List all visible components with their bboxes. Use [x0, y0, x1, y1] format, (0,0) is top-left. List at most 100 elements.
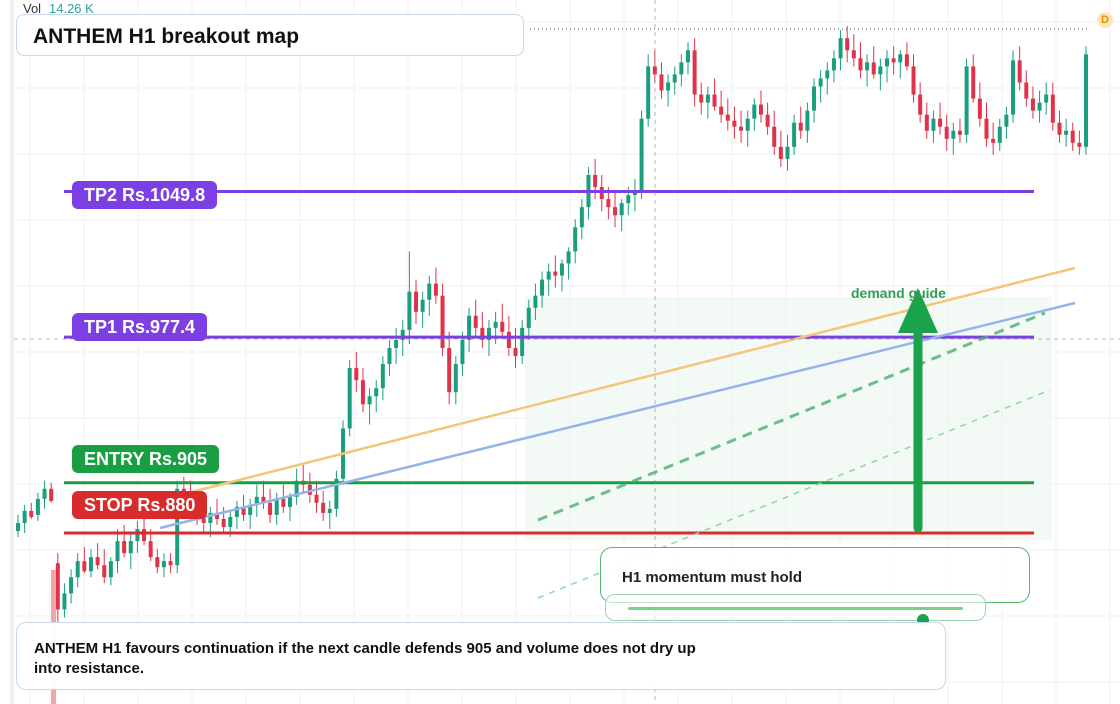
- candle-body: [115, 541, 120, 562]
- candle-body: [294, 480, 299, 497]
- candle-body: [467, 315, 472, 340]
- candle-body: [228, 516, 233, 527]
- candle-body: [307, 484, 312, 495]
- candle-body: [234, 506, 239, 517]
- momentum-callout: H1 momentum must hold: [600, 547, 1030, 603]
- candle-body: [49, 488, 54, 501]
- candle-body: [666, 82, 671, 91]
- candle-body: [201, 516, 206, 523]
- tp1-label[interactable]: TP1 Rs.977.4: [72, 313, 208, 341]
- candle-body: [281, 498, 286, 507]
- candle-body: [22, 510, 27, 523]
- candle-body: [142, 529, 147, 542]
- candle-body: [1011, 60, 1016, 115]
- candle-body: [540, 279, 545, 296]
- candle-body: [593, 174, 598, 188]
- candle-body: [248, 504, 253, 515]
- candle-body: [924, 114, 929, 131]
- candle-body: [845, 38, 850, 51]
- candle-body: [931, 118, 936, 131]
- entry-label[interactable]: ENTRY Rs.905: [72, 445, 220, 473]
- candle-body: [148, 541, 153, 558]
- candle-body: [991, 138, 996, 143]
- candle-body: [480, 327, 485, 340]
- candle-body: [725, 114, 730, 121]
- candle-body: [161, 561, 166, 568]
- candle-body: [440, 295, 445, 348]
- candle-body: [35, 498, 40, 515]
- candle-body: [884, 58, 889, 67]
- candle-body: [606, 199, 611, 208]
- candle-body: [765, 114, 770, 127]
- tp2-label[interactable]: TP2 Rs.1049.8: [72, 181, 218, 209]
- candle-body: [685, 50, 690, 63]
- candle-body: [792, 122, 797, 147]
- candles: [16, 26, 1088, 624]
- candle-body: [632, 191, 637, 196]
- candle-body: [321, 502, 326, 513]
- candle-body: [69, 577, 74, 594]
- candle-body: [964, 66, 969, 135]
- candle-body: [977, 98, 982, 119]
- candle-body: [785, 146, 790, 159]
- momentum-slider[interactable]: [605, 594, 986, 626]
- candle-body: [672, 74, 677, 83]
- candle-body: [971, 66, 976, 99]
- candle-body: [314, 494, 319, 503]
- candle-body: [818, 78, 823, 87]
- candle-body: [254, 496, 259, 505]
- candle-body: [221, 518, 226, 527]
- candle-body: [367, 396, 372, 405]
- candle-body: [95, 557, 100, 566]
- candle-body: [579, 207, 584, 228]
- candle-body: [944, 126, 949, 139]
- candle-body: [241, 506, 246, 515]
- interval-badge[interactable]: D: [1097, 12, 1113, 28]
- demand-guide-label: demand guide: [851, 285, 946, 301]
- candle-body: [447, 347, 452, 393]
- candle-body: [566, 251, 571, 264]
- candle-body: [215, 512, 220, 519]
- left-scale-strip: [10, 0, 14, 704]
- candle-body: [752, 104, 757, 119]
- candle-body: [433, 283, 438, 296]
- candle-body: [29, 510, 34, 517]
- candle-body: [387, 347, 392, 365]
- candle-body: [1084, 54, 1088, 147]
- candle-body: [334, 478, 339, 509]
- volume-label: Vol: [23, 1, 42, 16]
- candle-body: [553, 271, 558, 276]
- candle-body: [851, 50, 856, 59]
- candle-body: [135, 529, 140, 542]
- candle-body: [128, 541, 133, 554]
- candle-body: [168, 561, 173, 566]
- volume-value: 14.26 K: [49, 1, 94, 16]
- candle-body: [1037, 102, 1042, 111]
- candle-body: [394, 339, 399, 348]
- candle-body: [1004, 114, 1009, 127]
- candle-body: [619, 203, 624, 216]
- candle-body: [878, 66, 883, 75]
- candle-body: [838, 38, 843, 59]
- candle-body: [984, 118, 989, 139]
- stop-label[interactable]: STOP Rs.880: [72, 491, 208, 519]
- candle-body: [327, 508, 332, 513]
- candle-body: [739, 126, 744, 131]
- candle-body: [871, 62, 876, 75]
- candle-body: [374, 388, 379, 397]
- candle-body: [1050, 94, 1055, 123]
- candle-body: [546, 271, 551, 280]
- candle-body: [831, 58, 836, 71]
- candle-body: [108, 561, 113, 578]
- candle-body: [858, 58, 863, 71]
- title-box: ANTHEM H1 breakout map: [16, 14, 524, 56]
- chart-title: ANTHEM H1 breakout map: [33, 25, 300, 48]
- candle-body: [354, 368, 359, 381]
- candle-body: [772, 126, 777, 147]
- candle-body: [55, 563, 60, 610]
- candle-body: [175, 488, 180, 566]
- candle-body: [904, 54, 909, 67]
- momentum-text: H1 momentum must hold: [622, 569, 803, 586]
- candle-body: [1064, 130, 1069, 135]
